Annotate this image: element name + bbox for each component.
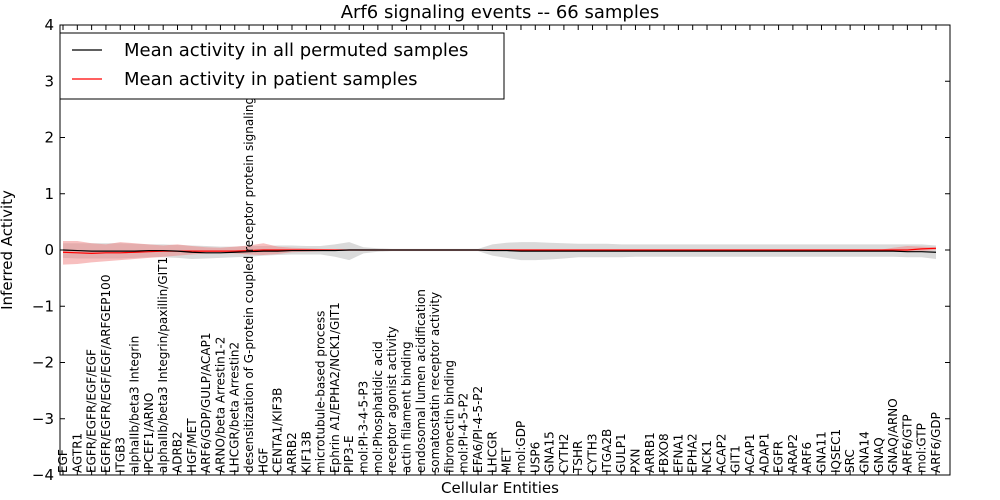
x-tick-label: SRC bbox=[843, 449, 857, 473]
chart-title: Arf6 signaling events -- 66 samples bbox=[341, 2, 660, 23]
y-tick-label: 4 bbox=[44, 16, 54, 34]
x-tick-label: LHCGR bbox=[485, 431, 499, 473]
x-tick-label: LHCGR/beta Arrestin2 bbox=[228, 342, 242, 473]
x-tick-label: ACAP2 bbox=[714, 434, 728, 473]
series-line-permuted bbox=[62, 249, 937, 254]
x-tick-label: ACAP1 bbox=[743, 434, 757, 473]
x-axis: EGF AGTR1 EGFR/EGFR/EGF/EGF EGFR/EGFR/EGF/E… bbox=[56, 25, 943, 475]
x-tick-label: GNA11 bbox=[815, 431, 829, 473]
x-tick-label: ARF6/GTP bbox=[900, 414, 914, 473]
x-tick-label: mol:GDP bbox=[514, 421, 528, 473]
x-tick-label: mol:PI-4-5-P2 bbox=[457, 393, 471, 473]
x-tick-label: NCK1 bbox=[700, 440, 714, 473]
x-tick-label: EGFR/EGFR/EGF/EGF/ARFGEP100 bbox=[99, 275, 113, 473]
y-tick-label: 3 bbox=[44, 72, 54, 90]
x-tick-label: GIT1 bbox=[729, 445, 743, 473]
x-tick-label: HGF bbox=[256, 448, 270, 473]
x-tick-label: IQSEC1 bbox=[829, 429, 843, 473]
x-tick-label: KIF13B bbox=[299, 431, 313, 473]
y-tick-label: −2 bbox=[32, 354, 54, 372]
x-tick-label: ARRB1 bbox=[643, 432, 657, 473]
x-tick-label: alphaIIb/beta3 Integrin bbox=[128, 336, 142, 473]
x-tick-label: GNAQ bbox=[872, 437, 886, 473]
legend-box bbox=[59, 32, 505, 100]
x-tick-label: FBXO8 bbox=[657, 433, 671, 473]
x-tick-label: PIP3-E bbox=[342, 435, 356, 473]
x-tick-label: EFA6/PI-4-5-P2 bbox=[471, 386, 485, 473]
x-tick-label: TSHR bbox=[571, 441, 585, 474]
x-tick-label: mol:GTP bbox=[915, 423, 929, 473]
x-tick-label: ARAP2 bbox=[786, 434, 800, 473]
x-tick-label: CYTH2 bbox=[557, 434, 571, 474]
x-tick-label: EGF bbox=[56, 449, 70, 473]
x-tick-label: USP6 bbox=[528, 442, 542, 473]
y-axis-label: Inferred Activity bbox=[0, 190, 16, 310]
x-tick-label: ADRB2 bbox=[170, 431, 184, 473]
y-axis: −4 −3 −2 −1 0 1 2 3 4 bbox=[32, 16, 950, 484]
y-tick-label: −1 bbox=[32, 297, 54, 315]
x-tick-label: ITGB3 bbox=[113, 437, 127, 473]
x-tick-label: EPHA2 bbox=[686, 433, 700, 473]
lines-layer bbox=[62, 247, 937, 254]
x-tick-label: GNAQ/ARNO bbox=[886, 398, 900, 473]
x-tick-label: IPCEF1/ARNO bbox=[142, 393, 156, 473]
x-tick-label: GULP1 bbox=[614, 433, 628, 473]
x-tick-label: EFNA1 bbox=[671, 434, 685, 473]
x-tick-label: somatostatin receptor activity bbox=[428, 292, 442, 473]
y-tick-label: 2 bbox=[44, 129, 54, 147]
legend: Mean activity in all permuted samples Me… bbox=[59, 32, 505, 100]
x-tick-label: actin filament binding bbox=[399, 341, 413, 473]
x-tick-label: EGFR bbox=[772, 441, 786, 473]
y-tick-label: −3 bbox=[32, 410, 54, 428]
x-tick-label: PXN bbox=[628, 449, 642, 473]
y-tick-label: 0 bbox=[44, 241, 54, 259]
x-tick-label: desensitization of G-protein coupled rec… bbox=[242, 42, 256, 473]
x-tick-label: CYTH3 bbox=[586, 434, 600, 474]
x-tick-label: ADAP1 bbox=[757, 433, 771, 473]
x-tick-label: mol:PI-3-4-5-P3 bbox=[357, 381, 371, 473]
legend-label-patient: Mean activity in patient samples bbox=[124, 69, 418, 90]
x-tick-label: Ephrin A1/EPHA2/NCK1/GIT1 bbox=[328, 302, 342, 473]
x-tick-label: alphaIIb/beta3 Integrin/paxillin/GIT1 bbox=[156, 257, 170, 473]
x-tick-label: ARF6/GDP/GULP/ACAP1 bbox=[199, 333, 213, 473]
x-tick-label: ARF6/GDP bbox=[929, 412, 943, 473]
x-tick-label: mol:Phosphatidic acid bbox=[371, 341, 385, 473]
x-tick-label: receptor agonist activity bbox=[385, 326, 399, 473]
x-tick-label: ITGA2B bbox=[600, 429, 614, 473]
x-tick-label: ARRB2 bbox=[285, 432, 299, 473]
x-axis-label: Cellular Entities bbox=[441, 479, 559, 497]
x-tick-label: GNA14 bbox=[857, 431, 871, 473]
x-tick-label: HGF/MET bbox=[185, 418, 199, 473]
x-tick-label: CENTA1/KIF3B bbox=[271, 388, 285, 473]
x-tick-label: ARF6 bbox=[800, 442, 814, 473]
x-tick-label: endosomal lumen acidification bbox=[414, 289, 428, 473]
band-patient bbox=[63, 241, 936, 265]
y-tick-label: −4 bbox=[32, 466, 54, 484]
x-tick-label: GNA15 bbox=[543, 431, 557, 473]
legend-label-permuted: Mean activity in all permuted samples bbox=[124, 40, 468, 61]
x-tick-label: AGTR1 bbox=[70, 433, 84, 473]
x-tick-label: EGFR/EGFR/EGF/EGF bbox=[85, 349, 99, 473]
x-tick-label: MET bbox=[500, 447, 514, 473]
x-tick-label: fibronectin binding bbox=[442, 360, 456, 473]
y-tick-label: 1 bbox=[44, 185, 54, 203]
x-tick-label: ARNO/beta Arrestin1-2 bbox=[213, 337, 227, 473]
x-tick-label: microtubule-based process bbox=[314, 311, 328, 473]
